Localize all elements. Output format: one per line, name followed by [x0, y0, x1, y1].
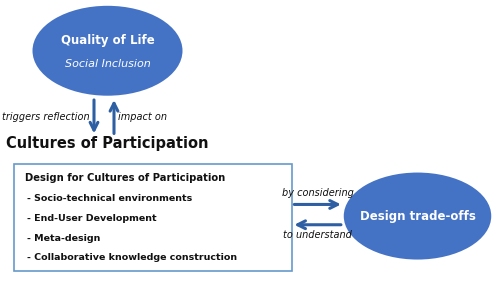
Text: to understand: to understand — [283, 230, 352, 240]
Text: Cultures of Participation: Cultures of Participation — [6, 136, 209, 151]
Text: - Socio-technical environments: - Socio-technical environments — [26, 194, 192, 203]
Text: - End-User Development: - End-User Development — [26, 214, 156, 223]
Text: Quality of Life: Quality of Life — [60, 34, 154, 47]
Text: Design for Cultures of Participation: Design for Cultures of Participation — [25, 173, 225, 182]
Text: - Collaborative knowledge construction: - Collaborative knowledge construction — [26, 253, 236, 262]
Text: triggers reflection: triggers reflection — [2, 112, 90, 122]
Text: - Meta-design: - Meta-design — [26, 234, 100, 243]
Text: Social Inclusion: Social Inclusion — [64, 59, 150, 69]
FancyBboxPatch shape — [14, 164, 291, 271]
Text: by considering: by considering — [282, 188, 354, 198]
Ellipse shape — [344, 173, 491, 260]
Text: impact on: impact on — [118, 112, 167, 122]
Text: Design trade-offs: Design trade-offs — [360, 210, 476, 222]
Ellipse shape — [32, 6, 182, 96]
